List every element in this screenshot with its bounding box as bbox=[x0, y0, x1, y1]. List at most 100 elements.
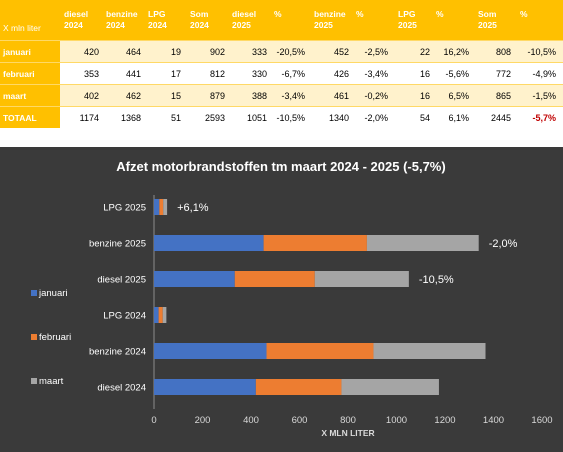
chart-canvas: Afzet motorbrandstoffen tm maart 2024 - … bbox=[31, 159, 553, 438]
column-header: % bbox=[520, 9, 528, 19]
category-label: LPG 2024 bbox=[103, 311, 146, 322]
legend-swatch bbox=[31, 334, 37, 340]
table-row: maart 402 462 15 879 388 -3,4% 461 -0,2% 16 6,5% 86… bbox=[0, 84, 563, 106]
bar-segment-januari bbox=[154, 271, 235, 287]
table-cell: -2,0% bbox=[364, 112, 388, 123]
table-header-row: X mln liter diesel 2024 benzine 2024 LPG 2024 S… bbox=[0, 0, 563, 40]
x-tick-label: 400 bbox=[243, 415, 259, 426]
table-cell: 441 bbox=[125, 68, 141, 79]
table-cell: -10,5% bbox=[276, 112, 305, 123]
table-row: februari 353 441 17 812 330 -6,7% 426 -3,4% 16 -5,… bbox=[0, 62, 563, 84]
table-cell: 426 bbox=[333, 68, 349, 79]
table-cell: 51 bbox=[170, 112, 181, 123]
fuel-sales-table: X mln liter diesel 2024 benzine 2024 LPG 2024 S… bbox=[0, 0, 563, 130]
corner-label: X mln liter bbox=[3, 23, 41, 33]
x-tick-label: 0 bbox=[151, 415, 156, 426]
table-cell: 6,5% bbox=[448, 90, 469, 101]
table-cell: 15 bbox=[170, 90, 181, 101]
table-cell: 54 bbox=[419, 112, 430, 123]
table-cell: 1174 bbox=[79, 112, 99, 123]
table-cell: -6,7% bbox=[281, 68, 305, 79]
table-row: TOTAAL 1174 1368 51 2593 1051 -10,5% 1340 -2,0% 5… bbox=[0, 106, 563, 128]
table-cell: -10,5% bbox=[527, 46, 556, 57]
column-header: Som 2024 bbox=[190, 9, 209, 30]
table-cell: -2,5% bbox=[364, 46, 388, 57]
bar-segment-maart bbox=[366, 235, 479, 251]
data-label: +6,1% bbox=[177, 202, 209, 214]
row-label: TOTAAL bbox=[0, 107, 60, 128]
table-cell: 17 bbox=[170, 68, 181, 79]
x-tick-label: 1000 bbox=[386, 415, 407, 426]
table-cell: -5,6% bbox=[445, 68, 469, 79]
table-cell: 22 bbox=[419, 46, 430, 57]
table-cell: 462 bbox=[125, 90, 141, 101]
table-cell: 16,2% bbox=[443, 46, 469, 57]
bar-segment-februari bbox=[263, 235, 367, 251]
x-tick-label: 1400 bbox=[483, 415, 504, 426]
table-cell: 330 bbox=[251, 68, 267, 79]
category-label: diesel 2024 bbox=[97, 383, 146, 394]
category-label: diesel 2025 bbox=[97, 275, 146, 286]
table-cell: 402 bbox=[83, 90, 99, 101]
x-tick-label: 200 bbox=[195, 415, 211, 426]
bar-segment-maart bbox=[373, 343, 486, 359]
table-cell: -20,5% bbox=[276, 46, 305, 57]
bar-segment-februari bbox=[159, 199, 164, 215]
table-cell: 2593 bbox=[204, 112, 225, 123]
legend-swatch bbox=[31, 378, 37, 384]
table-cell: -3,4% bbox=[281, 90, 305, 101]
table-cell: 461 bbox=[333, 90, 349, 101]
table-cell: -0,2% bbox=[364, 90, 388, 101]
table-cell: 1368 bbox=[120, 112, 141, 123]
column-header: diesel 2024 bbox=[64, 9, 89, 30]
table-cell: 6,1% bbox=[448, 112, 469, 123]
table-cell: 2445 bbox=[490, 112, 511, 123]
bar-segment-januari bbox=[154, 343, 267, 359]
bar-segment-februari bbox=[234, 271, 315, 287]
table-cell: -3,4% bbox=[364, 68, 388, 79]
x-tick-label: 1200 bbox=[434, 415, 455, 426]
table-cell: 902 bbox=[209, 46, 225, 57]
table-cell: 812 bbox=[209, 68, 225, 79]
column-header: LPG 2024 bbox=[148, 9, 167, 30]
bar-segment-januari bbox=[154, 307, 159, 323]
table-cell: 1340 bbox=[328, 112, 349, 123]
bar-segment-februari bbox=[158, 307, 163, 323]
bar-segment-januari bbox=[154, 199, 160, 215]
table-cell: 16 bbox=[419, 68, 430, 79]
bar-segment-maart bbox=[341, 379, 439, 395]
data-label: -2,0% bbox=[489, 238, 518, 250]
table-cell: 16 bbox=[419, 90, 430, 101]
x-tick-label: 600 bbox=[292, 415, 308, 426]
row-label: februari bbox=[0, 63, 60, 84]
table-cell: 464 bbox=[125, 46, 141, 57]
row-label: januari bbox=[0, 41, 60, 62]
x-tick-label: 1600 bbox=[531, 415, 552, 426]
column-header: Som 2025 bbox=[478, 9, 497, 30]
table-cell: 1051 bbox=[246, 112, 267, 123]
table-row: januari 420 464 19 902 333 -20,5% 452 -2,5% 22 16,… bbox=[0, 40, 563, 62]
bar-segment-maart bbox=[314, 271, 409, 287]
fuel-sales-chart: Afzet motorbrandstoffen tm maart 2024 - … bbox=[0, 147, 563, 452]
legend-label: januari bbox=[38, 288, 68, 299]
bar-segment-februari bbox=[255, 379, 342, 395]
column-header: diesel 2025 bbox=[232, 9, 257, 30]
table-cell: 19 bbox=[170, 46, 181, 57]
table-cell: -4,9% bbox=[532, 68, 556, 79]
legend-label: maart bbox=[39, 376, 64, 387]
table-cell: 879 bbox=[209, 90, 225, 101]
table-cell: 452 bbox=[333, 46, 349, 57]
column-header: benzine 2024 bbox=[106, 9, 138, 30]
table-cell: 388 bbox=[251, 90, 267, 101]
bar-segment-januari bbox=[154, 235, 264, 251]
bar-segment-januari bbox=[154, 379, 256, 395]
x-axis-title: X MLN LITER bbox=[321, 428, 374, 438]
category-label: benzine 2025 bbox=[89, 239, 146, 250]
table-cell: 865 bbox=[495, 90, 511, 101]
chart-title: Afzet motorbrandstoffen tm maart 2024 - … bbox=[116, 159, 445, 174]
category-label: LPG 2025 bbox=[103, 203, 146, 214]
bar-segment-februari bbox=[266, 343, 374, 359]
bar-segment-maart bbox=[163, 199, 168, 215]
table-cell: 333 bbox=[251, 46, 267, 57]
column-header: % bbox=[356, 9, 364, 19]
